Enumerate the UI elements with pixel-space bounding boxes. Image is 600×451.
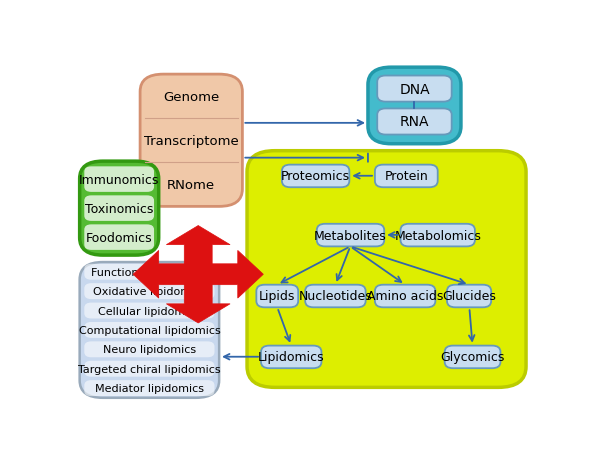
Text: Targeted chiral lipidomics: Targeted chiral lipidomics: [78, 364, 221, 374]
Text: Genome: Genome: [163, 91, 220, 103]
FancyBboxPatch shape: [140, 75, 242, 207]
Text: Transcriptome: Transcriptome: [144, 134, 239, 147]
FancyBboxPatch shape: [447, 285, 491, 308]
Text: Foodomics: Foodomics: [86, 231, 152, 244]
Polygon shape: [133, 251, 198, 299]
Text: Nucleotides: Nucleotides: [299, 290, 372, 303]
FancyBboxPatch shape: [84, 225, 154, 250]
Text: Protein: Protein: [385, 170, 428, 183]
FancyBboxPatch shape: [184, 264, 212, 285]
FancyBboxPatch shape: [375, 165, 438, 188]
Text: Functional lipidomics: Functional lipidomics: [91, 267, 208, 277]
FancyBboxPatch shape: [445, 346, 500, 368]
Text: RNA: RNA: [400, 115, 429, 129]
FancyBboxPatch shape: [84, 361, 215, 377]
FancyBboxPatch shape: [368, 68, 461, 144]
FancyBboxPatch shape: [84, 284, 215, 299]
Text: Computational lipidomics: Computational lipidomics: [79, 325, 220, 335]
Text: Amino acids: Amino acids: [367, 290, 443, 303]
Text: Immunomics: Immunomics: [79, 173, 160, 186]
FancyBboxPatch shape: [80, 162, 158, 256]
Text: Oxidative lipidomics: Oxidative lipidomics: [93, 286, 206, 296]
Text: Glucides: Glucides: [442, 290, 496, 303]
FancyBboxPatch shape: [282, 165, 349, 188]
Text: Lipidomics: Lipidomics: [258, 350, 325, 364]
FancyBboxPatch shape: [375, 285, 436, 308]
FancyBboxPatch shape: [84, 264, 215, 280]
FancyBboxPatch shape: [377, 109, 452, 135]
Text: Cellular lipidomics: Cellular lipidomics: [98, 306, 200, 316]
Text: RNome: RNome: [167, 179, 215, 191]
FancyBboxPatch shape: [377, 76, 452, 102]
FancyBboxPatch shape: [84, 322, 215, 338]
FancyBboxPatch shape: [401, 224, 475, 247]
Polygon shape: [166, 275, 230, 323]
Polygon shape: [166, 226, 230, 275]
FancyBboxPatch shape: [80, 262, 219, 398]
FancyBboxPatch shape: [261, 346, 322, 368]
FancyBboxPatch shape: [84, 380, 215, 396]
Text: Metabolites: Metabolites: [314, 229, 387, 242]
Polygon shape: [198, 251, 263, 299]
Text: Metabolomics: Metabolomics: [394, 229, 481, 242]
Text: Omics: Omics: [173, 267, 223, 282]
Text: Lipids: Lipids: [259, 290, 295, 303]
FancyBboxPatch shape: [84, 196, 154, 221]
Text: Proteomics: Proteomics: [281, 170, 350, 183]
Text: Toxinomics: Toxinomics: [85, 202, 154, 215]
FancyBboxPatch shape: [247, 152, 526, 387]
FancyBboxPatch shape: [84, 303, 215, 319]
Text: Neuro lipidomics: Neuro lipidomics: [103, 345, 196, 354]
FancyBboxPatch shape: [317, 224, 384, 247]
Text: Glycomics: Glycomics: [440, 350, 505, 364]
FancyBboxPatch shape: [256, 285, 298, 308]
Text: Mediator lipidomics: Mediator lipidomics: [95, 383, 204, 393]
FancyBboxPatch shape: [305, 285, 365, 308]
FancyBboxPatch shape: [84, 341, 215, 358]
FancyBboxPatch shape: [84, 167, 154, 193]
Text: DNA: DNA: [399, 83, 430, 97]
